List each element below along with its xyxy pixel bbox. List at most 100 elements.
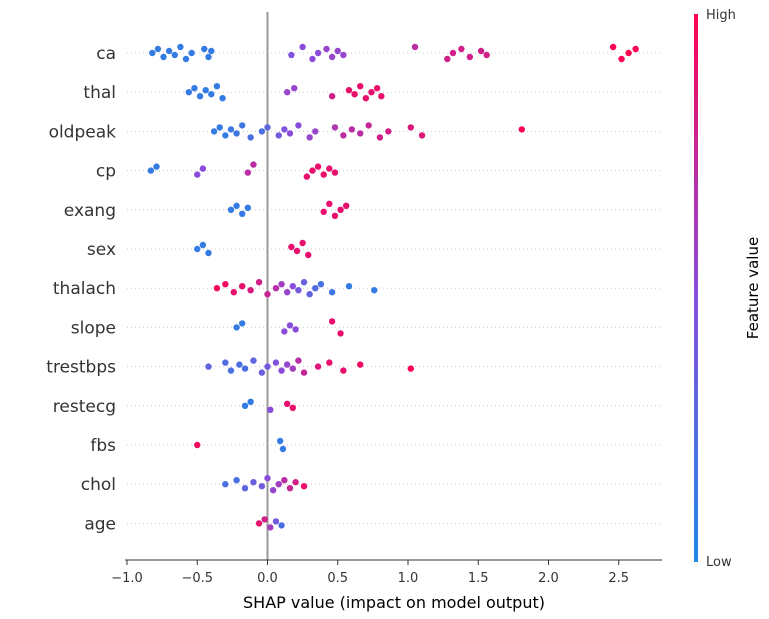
point-chol <box>292 479 299 486</box>
point-slope <box>286 322 294 329</box>
feature-label-slope: slope <box>71 318 116 338</box>
point-trestbps <box>283 361 291 368</box>
point-oldpeak <box>348 126 355 133</box>
point-oldpeak <box>210 128 218 135</box>
point-fbs <box>194 441 201 449</box>
point-exang <box>244 204 252 211</box>
point-trestbps <box>236 361 243 368</box>
point-exang <box>337 206 344 213</box>
feature-label-chol: chol <box>81 475 116 495</box>
point-oldpeak <box>264 124 271 131</box>
point-thal <box>185 89 193 96</box>
point-ca <box>165 47 173 55</box>
point-trestbps <box>340 367 347 374</box>
point-age <box>278 522 285 529</box>
point-oldpeak <box>407 124 415 131</box>
point-cp <box>331 169 339 176</box>
point-exang <box>233 202 240 209</box>
point-ca <box>449 49 457 57</box>
point-thalach <box>317 281 325 288</box>
point-chol <box>222 481 229 488</box>
point-oldpeak <box>365 122 372 129</box>
point-chol <box>250 479 257 486</box>
point-oldpeak <box>418 132 426 139</box>
point-trestbps <box>241 365 249 372</box>
point-ca <box>288 51 295 59</box>
point-sex <box>305 251 312 259</box>
point-thal <box>368 89 375 96</box>
point-thal <box>283 89 291 96</box>
x-tick-label: 1.5 <box>468 571 489 586</box>
point-oldpeak <box>357 130 364 137</box>
point-thal <box>219 95 226 102</box>
point-oldpeak <box>385 128 392 135</box>
point-trestbps <box>222 359 229 366</box>
point-sex <box>288 243 295 251</box>
point-cp <box>153 163 160 170</box>
point-slope <box>281 328 288 335</box>
feature-label-cp: cp <box>96 162 116 182</box>
point-cp <box>314 163 322 170</box>
point-ca <box>340 51 347 59</box>
x-tick-label: 2.5 <box>608 571 629 586</box>
point-chol <box>264 475 271 482</box>
point-thalach <box>295 287 302 294</box>
point-restecg <box>267 406 274 413</box>
point-ca <box>154 45 162 53</box>
point-trestbps <box>272 359 280 366</box>
point-oldpeak <box>306 134 313 141</box>
point-ca <box>625 49 632 57</box>
x-tick-label: 2.0 <box>538 571 559 586</box>
point-oldpeak <box>233 130 240 137</box>
data-points <box>147 43 639 531</box>
point-chol <box>233 477 240 484</box>
point-ca <box>466 53 474 61</box>
point-chol <box>275 481 282 488</box>
point-exang <box>331 212 339 219</box>
point-cp <box>250 161 257 168</box>
point-cp <box>147 167 155 174</box>
point-sex <box>299 239 306 247</box>
x-tick-label: 1.0 <box>398 571 419 586</box>
point-oldpeak <box>222 132 229 139</box>
point-slope <box>328 318 336 325</box>
point-trestbps <box>314 363 322 370</box>
point-trestbps <box>264 363 271 370</box>
point-exang <box>227 206 235 213</box>
x-axis: −1.0 −0.5 0.0 0.5 1.0 1.5 2.0 2.5 SHAP value (i… <box>111 559 662 612</box>
point-cp <box>303 173 311 180</box>
colorbar-title: Feature value <box>744 237 762 339</box>
point-thal <box>202 87 209 94</box>
point-oldpeak <box>286 130 294 137</box>
point-cp <box>194 171 201 178</box>
point-chol <box>241 485 249 492</box>
feature-rows: ca thal oldpeak cp exang sex thalach slope trest… <box>46 44 662 534</box>
point-thalach <box>222 281 229 288</box>
x-tick-label: −0.5 <box>181 571 213 586</box>
point-thalach <box>247 287 254 294</box>
colorbar-gradient <box>694 14 698 562</box>
point-oldpeak <box>312 128 319 135</box>
point-trestbps <box>407 365 415 372</box>
point-thalach <box>283 289 291 296</box>
point-oldpeak <box>258 128 266 135</box>
point-ca <box>171 51 178 59</box>
point-thal <box>357 83 364 90</box>
point-ca <box>208 47 215 55</box>
point-sex <box>293 247 301 255</box>
point-chol <box>286 485 294 492</box>
point-trestbps <box>278 367 285 374</box>
point-exang <box>342 202 350 209</box>
point-ca <box>201 45 208 53</box>
point-oldpeak <box>247 134 254 141</box>
point-trestbps <box>227 367 235 374</box>
feature-label-sex: sex <box>87 240 116 260</box>
point-slope <box>337 330 344 337</box>
feature-label-restecg: restecg <box>53 397 116 417</box>
colorbar: High Low Feature value <box>694 8 762 570</box>
point-chol <box>269 487 277 494</box>
point-thalach <box>239 283 246 290</box>
point-thal <box>191 85 198 92</box>
point-age <box>272 518 280 525</box>
feature-label-ca: ca <box>96 44 116 64</box>
